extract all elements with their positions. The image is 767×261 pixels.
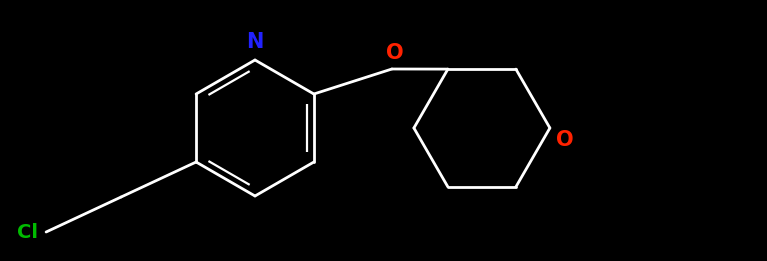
Text: Cl: Cl — [17, 222, 38, 241]
Text: O: O — [556, 130, 574, 150]
Text: N: N — [246, 32, 264, 52]
Text: O: O — [386, 43, 403, 63]
